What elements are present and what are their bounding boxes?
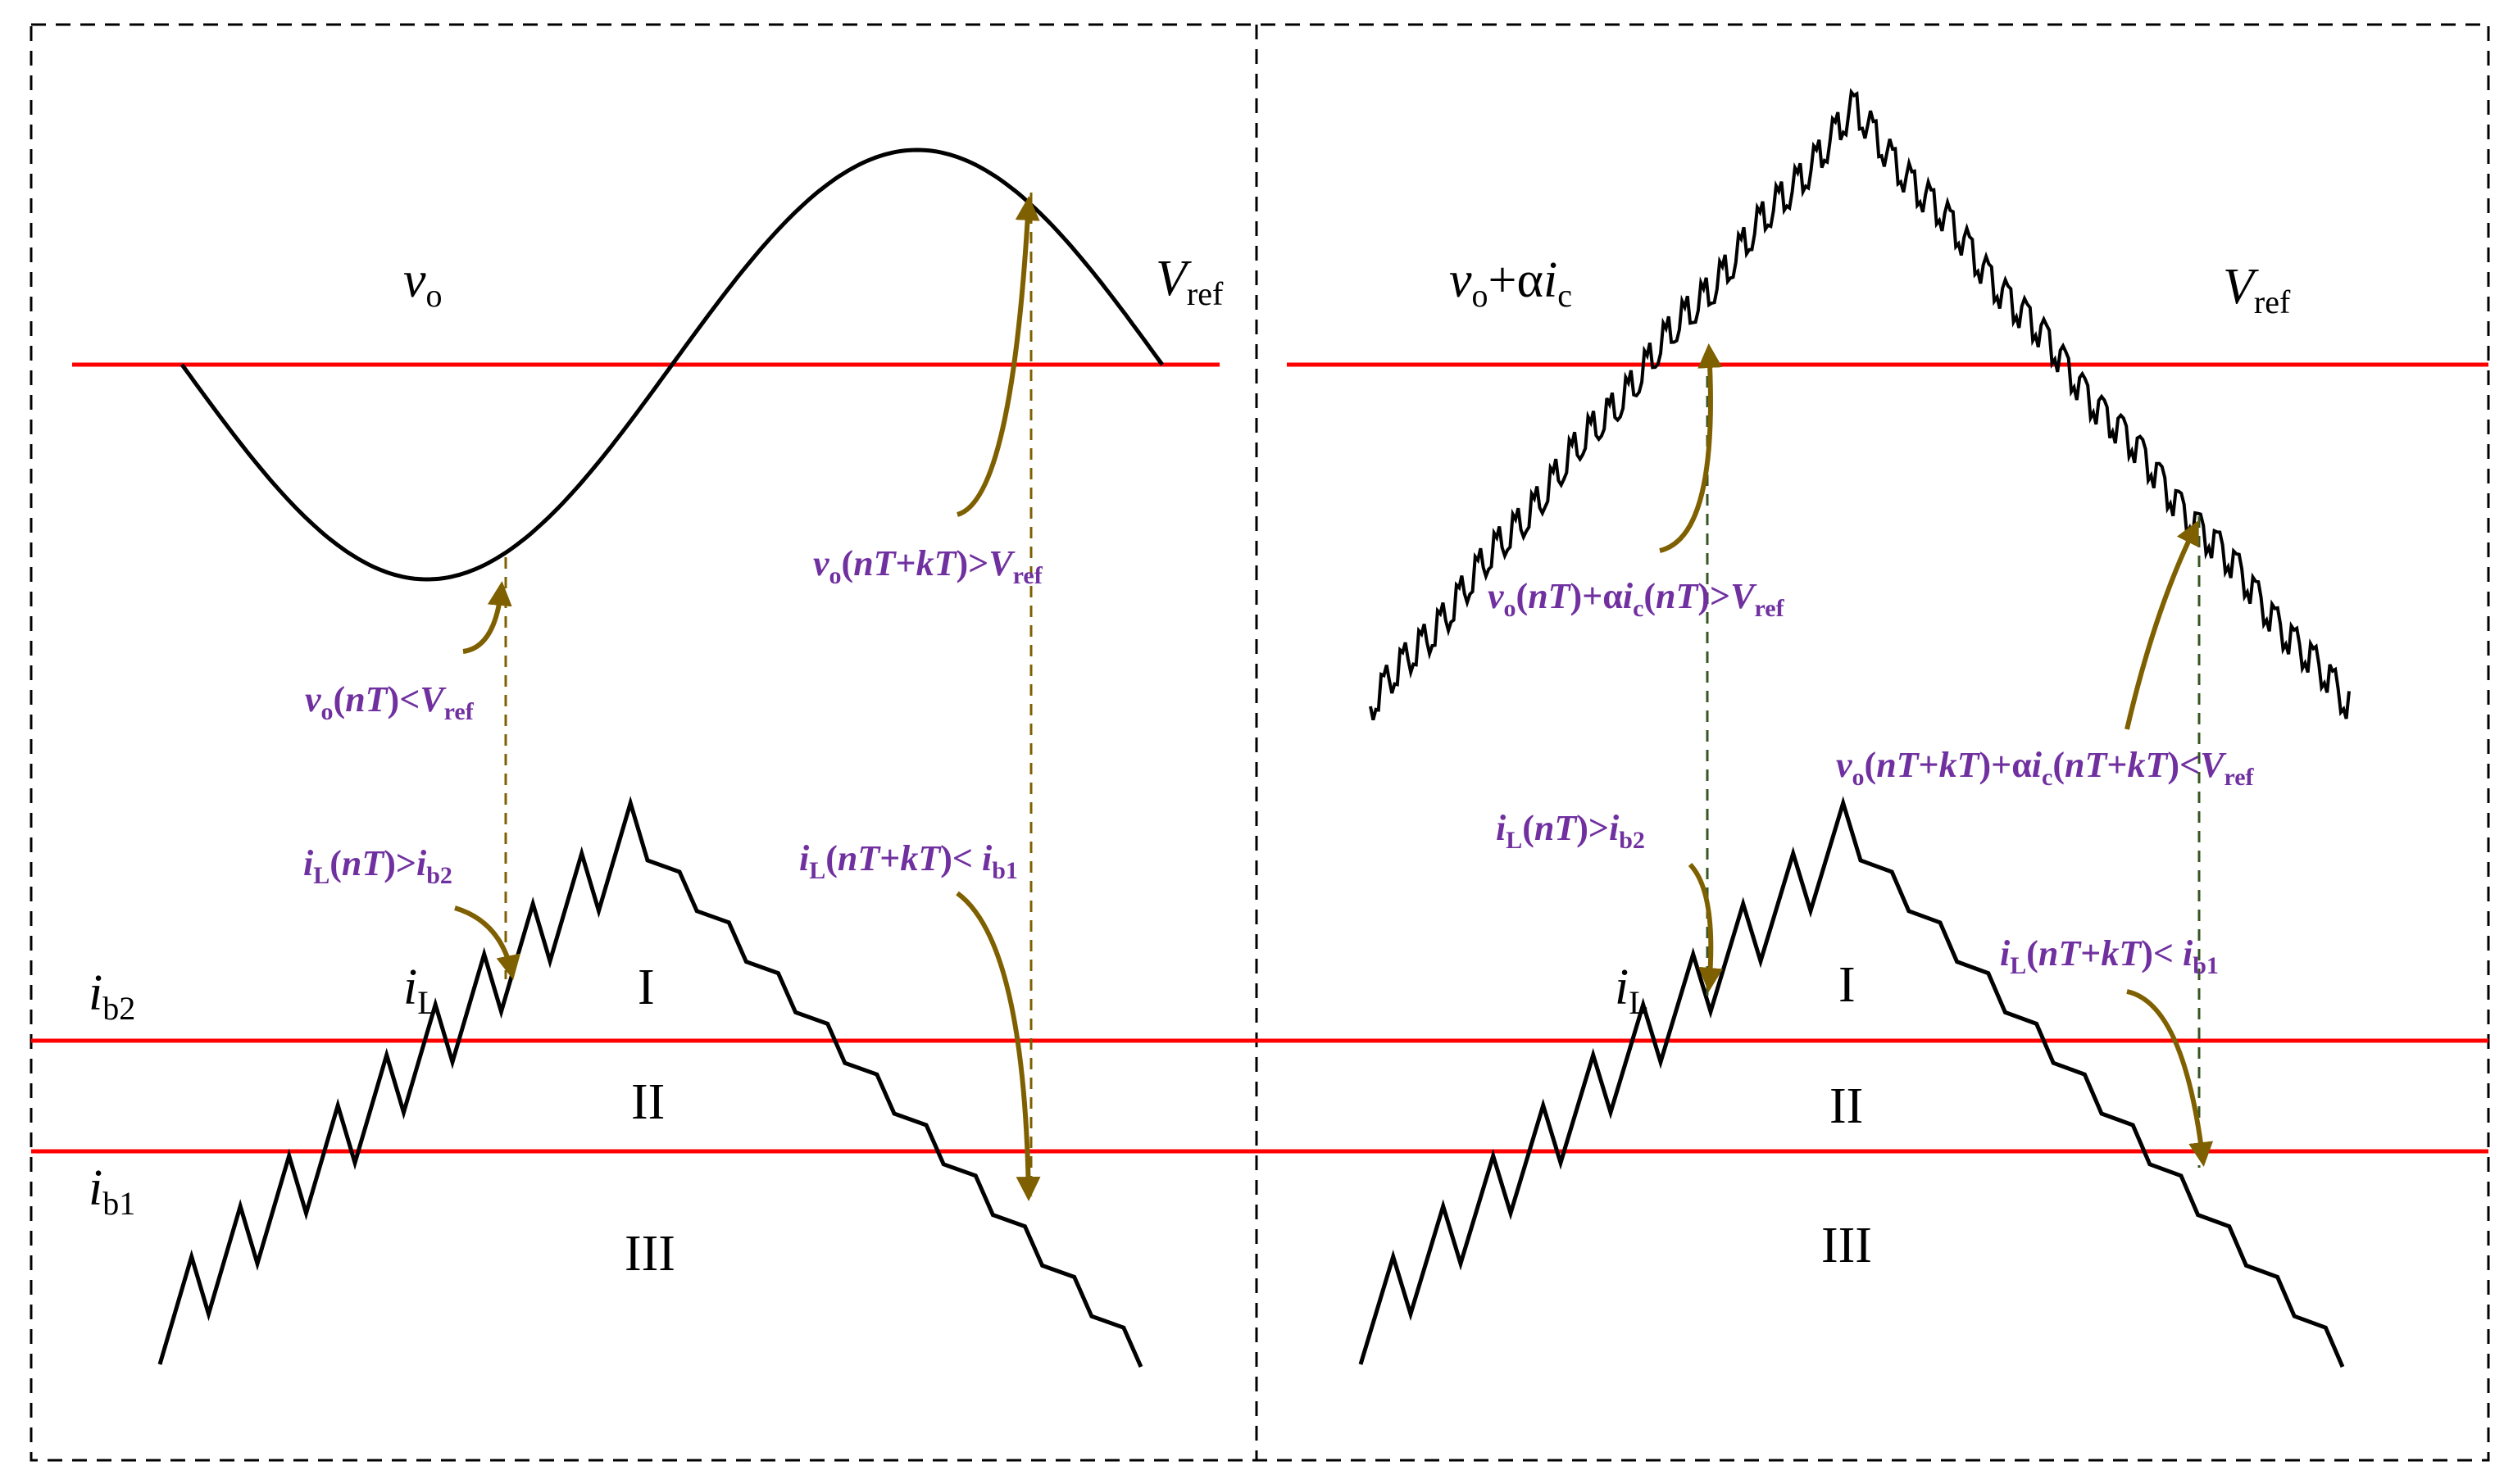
arrow-vo-gt [957,196,1040,517]
right-region-2: II [1829,1078,1863,1134]
cond-sum-gt: vo(nT)+αic(nT)>Vref [1488,576,1785,622]
arrow-il-lt-right [2126,989,2214,1167]
right-il-waveform [1358,796,2345,1368]
left-il-label: iL [403,960,438,1021]
arrow-il-gt-left [454,905,520,980]
arrow-sum-gt [1659,343,1723,553]
cond-vo-gt: vo(nT+kT)>Vref [813,543,1043,589]
cond-il-gt-left: iL(nT)>ib2 [303,843,452,889]
vo-sine-waveform [180,147,1165,582]
ib2-label: ib2 [89,965,135,1027]
arrow-sum-lt [2125,520,2199,730]
ib1-label: ib1 [89,1160,135,1222]
left-region-2: II [631,1074,665,1130]
right-il-label: iL [1615,960,1649,1021]
right-region-3: III [1821,1218,1872,1273]
arrow-il-lt-left [956,891,1041,1201]
cond-il-lt-left: iL(nT+kT)< ib1 [799,838,1018,884]
outer-frame [30,23,2490,1462]
left-region-3: III [625,1226,675,1282]
vo-plus-alpha-ic-waveform [1369,88,2351,721]
cond-il-lt-right: iL(nT+kT)< ib1 [2000,933,2219,979]
left-vo-label: vo [403,252,443,314]
right-vref-label: Vref [2223,259,2291,320]
right-sum-label: vo+αic [1449,252,1572,314]
left-il-waveform [157,796,1143,1368]
cond-il-gt-right: iL(nT)>ib2 [1496,808,1645,854]
cond-sum-lt: vo(nT+kT)+αic(nT+kT)<Vref [1836,745,2255,791]
arrow-il-gt-right [1688,862,1724,992]
right-region-1: I [1838,957,1856,1013]
cond-vo-lt: vo(nT)<Vref [305,679,475,725]
arrow-vo-lt [462,581,512,654]
left-region-1: I [638,960,655,1015]
left-vref-label: Vref [1156,251,1224,312]
